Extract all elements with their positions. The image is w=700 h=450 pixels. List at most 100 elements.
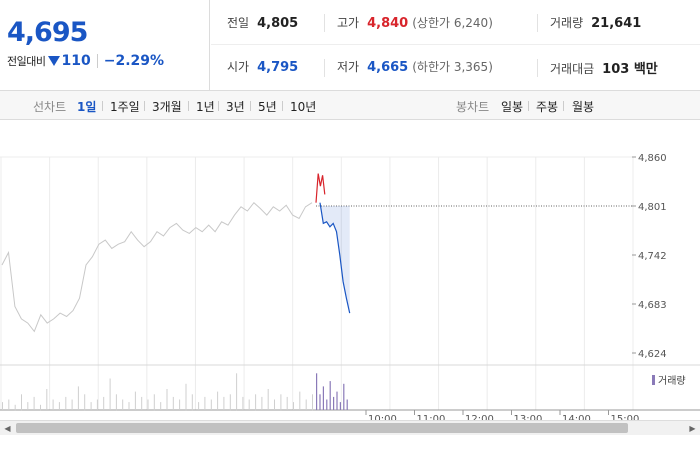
today-down-line xyxy=(319,202,351,314)
y-axis: 4,860 4,801 4,742 4,683 4,624 xyxy=(632,153,667,360)
volume-bar xyxy=(305,399,307,410)
period-10y[interactable]: 10년 xyxy=(290,100,317,114)
stat-value: 4,665 xyxy=(367,60,409,75)
price-chart[interactable]: 4,860 4,801 4,742 4,683 4,624 10:00 11:00 12:0… xyxy=(0,120,700,420)
volume-bar xyxy=(280,394,282,411)
current-price: 4,695 xyxy=(7,17,88,48)
volume-bar xyxy=(103,396,105,410)
volume-bar xyxy=(40,404,41,411)
candle-monthly[interactable]: 월봉 xyxy=(572,100,595,114)
horizontal-scrollbar[interactable]: ◀ ▶ xyxy=(0,420,700,435)
volume-bar xyxy=(172,396,174,410)
stat-label: 전일 xyxy=(227,16,250,30)
volume-bar xyxy=(21,394,22,411)
stat-label: 고가 xyxy=(337,16,360,30)
volume-bar xyxy=(346,399,348,410)
volume-bar xyxy=(128,402,130,410)
stat-low: 저가 4,665 (하한가 3,365) xyxy=(337,58,493,78)
y-tick-label: 4,742 xyxy=(638,251,667,262)
candle-daily[interactable]: 일봉 xyxy=(501,100,524,114)
candle-chart-label: 봉차트 xyxy=(456,100,490,114)
volume-bar xyxy=(299,391,301,410)
volume-bars xyxy=(2,373,348,411)
volume-bar xyxy=(326,399,328,410)
x-tick-label: 11:00 xyxy=(417,414,446,420)
volume-bar xyxy=(8,399,10,410)
x-tick-label: 13:00 xyxy=(514,414,543,420)
volume-bar xyxy=(319,394,321,411)
lower-limit: (하한가 3,365) xyxy=(412,60,493,74)
volume-bar xyxy=(2,402,3,410)
stat-value: 21,641 xyxy=(591,16,642,31)
divider xyxy=(563,101,564,111)
volume-bar xyxy=(223,396,225,410)
volume-bar xyxy=(255,394,257,411)
volume-bar xyxy=(242,396,244,410)
divider xyxy=(218,101,219,111)
period-1d[interactable]: 1일 xyxy=(77,100,97,114)
volume-bar xyxy=(115,394,117,411)
chart-svg: 4,860 4,801 4,742 4,683 4,624 10:00 11:00 12:0… xyxy=(0,153,700,420)
volume-bar xyxy=(33,396,35,410)
scroll-left-icon[interactable]: ◀ xyxy=(4,423,11,433)
volume-bar xyxy=(84,394,86,411)
period-1w[interactable]: 1주일 xyxy=(110,100,140,114)
candle-weekly[interactable]: 주봉 xyxy=(536,100,559,114)
volume-bar xyxy=(198,402,200,410)
stat-value: 103 백만 xyxy=(602,62,658,77)
divider xyxy=(528,101,529,111)
today-series xyxy=(315,173,351,314)
period-3m[interactable]: 3개월 xyxy=(152,100,182,114)
scroll-thumb[interactable] xyxy=(16,423,628,433)
volume-bar xyxy=(261,396,263,410)
volume-bar xyxy=(316,373,318,411)
stat-label: 거래대금 xyxy=(550,62,595,76)
volume-bar xyxy=(96,399,98,410)
volume-bar xyxy=(293,402,294,410)
x-tick-label: 10:00 xyxy=(368,414,397,420)
volume-bar xyxy=(217,391,219,410)
volume-bar xyxy=(339,402,341,410)
change-amount: 110 xyxy=(61,53,91,69)
volume-bar xyxy=(46,389,48,410)
divider xyxy=(537,59,538,77)
volume-legend: 거래량 xyxy=(652,372,686,387)
divider xyxy=(537,14,538,32)
volume-bar xyxy=(122,399,124,410)
stat-value: 4,795 xyxy=(257,60,299,75)
volume-bar xyxy=(90,402,92,410)
upper-limit: (상한가 6,240) xyxy=(412,16,493,30)
stat-value: 4,805 xyxy=(257,16,299,31)
divider xyxy=(102,101,103,111)
stat-open: 시가 4,795 xyxy=(227,58,298,78)
volume-bar xyxy=(52,399,54,410)
volume-bar xyxy=(134,391,136,410)
volume-bar xyxy=(58,402,60,410)
volume-bar xyxy=(333,396,335,410)
change-row: 전일대비 110 −2.29% xyxy=(7,53,164,69)
divider xyxy=(188,101,189,111)
stat-high: 고가 4,840 (상한가 6,240) xyxy=(337,14,493,34)
volume-bar xyxy=(248,399,250,410)
volume-bar xyxy=(322,386,324,410)
divider xyxy=(144,101,145,111)
stats-row-2: 시가 4,795 저가 4,665 (하한가 3,365) 거래대금 103 백… xyxy=(211,45,700,90)
x-tick-label: 15:00 xyxy=(611,414,640,420)
y-tick-label: 4,801 xyxy=(638,202,667,213)
volume-bar xyxy=(236,373,238,411)
period-1y[interactable]: 1년 xyxy=(196,100,215,114)
scroll-right-icon[interactable]: ▶ xyxy=(689,423,696,433)
y-tick-label: 4,624 xyxy=(638,349,667,360)
volume-bar xyxy=(147,399,149,410)
period-3y[interactable]: 3년 xyxy=(226,100,245,114)
x-tick-label: 14:00 xyxy=(562,414,591,420)
volume-bar xyxy=(109,378,111,410)
stat-prev-close: 전일 4,805 xyxy=(227,14,298,34)
price-box: 4,695 전일대비 110 −2.29% xyxy=(0,0,210,91)
volume-bar xyxy=(160,402,162,410)
grid xyxy=(0,156,700,411)
volume-bar xyxy=(141,396,143,410)
period-5y[interactable]: 5년 xyxy=(258,100,277,114)
today-down-area xyxy=(320,202,350,314)
stat-amount: 거래대금 103 백만 xyxy=(550,58,658,78)
